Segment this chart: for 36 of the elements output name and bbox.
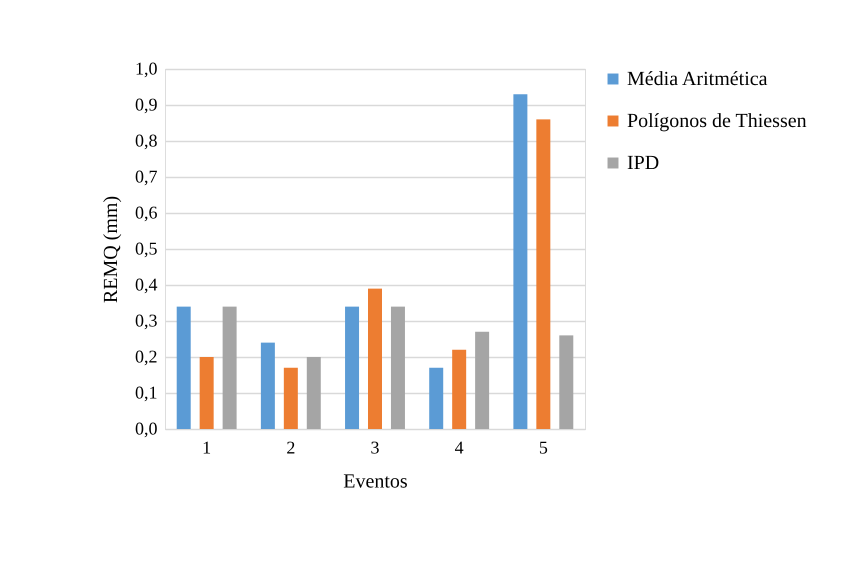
bar	[200, 357, 214, 429]
bar	[513, 94, 528, 429]
bar	[345, 306, 360, 429]
y-tick-label: 0,0	[135, 418, 158, 438]
y-tick-label: 0,1	[135, 382, 158, 402]
bar	[536, 119, 550, 429]
bar	[222, 306, 237, 429]
x-tick-label: 2	[286, 438, 296, 458]
y-tick-label: 0,5	[135, 238, 158, 258]
x-tick-label: 4	[454, 438, 464, 458]
legend-label: IPD	[627, 152, 660, 174]
y-tick-label: 0,8	[135, 130, 158, 150]
bar	[390, 306, 405, 429]
bar	[475, 332, 490, 429]
x-tick-label: 5	[538, 438, 548, 458]
y-axis-title: REMQ (mm)	[100, 196, 122, 304]
bar	[284, 368, 298, 429]
y-tick-label: 0,4	[135, 274, 158, 294]
legend-label: Média Aritmética	[627, 68, 768, 90]
bar	[429, 368, 444, 429]
y-tick-label: 0,9	[135, 94, 158, 114]
y-tick-label: 0,3	[135, 310, 158, 330]
bar	[559, 335, 574, 429]
x-axis-title: Eventos	[343, 470, 408, 492]
y-tick-label: 0,7	[135, 166, 158, 186]
y-tick-label: 0,6	[135, 202, 158, 222]
legend-label: Polígonos de Thiessen	[627, 110, 807, 132]
bar	[368, 288, 382, 429]
bar	[452, 350, 466, 429]
bar	[306, 357, 321, 429]
x-tick-label: 1	[202, 438, 212, 458]
bar	[176, 306, 191, 429]
y-tick-label: 1,0	[135, 58, 158, 78]
bar	[260, 342, 275, 429]
x-tick-label: 3	[370, 438, 380, 458]
y-tick-label: 0,2	[135, 346, 158, 366]
